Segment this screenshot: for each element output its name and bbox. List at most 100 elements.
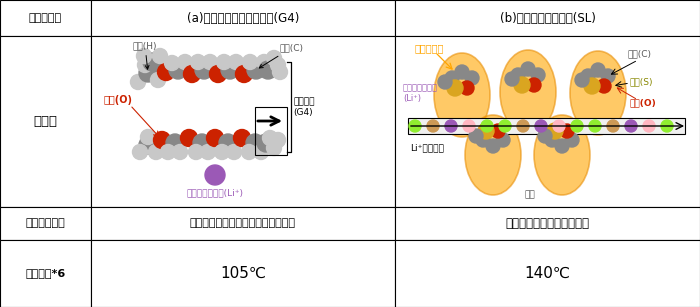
Circle shape [141,130,155,145]
Text: 揮発温度*6: 揮発温度*6 [25,269,66,278]
Circle shape [257,134,275,152]
Circle shape [463,120,475,132]
Circle shape [178,55,193,69]
Circle shape [267,141,281,156]
Circle shape [169,61,187,79]
Circle shape [589,120,601,132]
Circle shape [153,49,167,64]
Circle shape [137,57,153,72]
Text: 炭素(C): 炭素(C) [628,49,652,59]
Circle shape [438,75,452,89]
Circle shape [235,65,253,83]
Circle shape [241,145,256,160]
Circle shape [148,145,164,160]
Text: (b)新規：スルホラン(SL): (b)新規：スルホラン(SL) [500,11,596,25]
Circle shape [139,136,157,154]
Bar [395,207,700,240]
Circle shape [206,130,223,146]
Ellipse shape [570,51,626,135]
Circle shape [130,75,146,90]
Bar [0,0,91,36]
Circle shape [499,120,511,132]
Circle shape [521,62,535,76]
Circle shape [575,73,589,87]
Text: リチウム伝導: リチウム伝導 [26,219,65,228]
Circle shape [209,65,227,83]
Circle shape [560,124,574,138]
Circle shape [565,133,579,147]
Circle shape [486,139,500,153]
Circle shape [527,78,541,92]
Bar [91,0,395,36]
Text: グライム
(G4): グライム (G4) [293,97,314,117]
Circle shape [227,145,242,160]
Circle shape [181,130,197,146]
Circle shape [205,165,225,185]
Text: スルホラン: スルホラン [415,43,444,53]
Circle shape [183,65,200,83]
Circle shape [427,120,439,132]
Ellipse shape [500,50,556,134]
Circle shape [219,134,237,152]
Circle shape [547,123,563,139]
Ellipse shape [434,53,490,137]
Circle shape [256,55,272,69]
Text: 炭素: 炭素 [524,191,536,200]
Circle shape [172,145,188,160]
Text: (a)従来：テトラグライム(G4): (a)従来：テトラグライム(G4) [187,11,299,25]
Circle shape [545,133,559,147]
Circle shape [511,68,525,82]
Circle shape [455,65,469,79]
Circle shape [571,120,583,132]
Circle shape [202,55,218,69]
Text: Li⁺拡散経路: Li⁺拡散経路 [410,143,444,153]
Text: 炭素(C): 炭素(C) [259,43,304,68]
Text: 140℃: 140℃ [524,266,570,281]
Circle shape [234,130,251,146]
Circle shape [221,61,239,79]
Text: リチウムイオン
(Li⁺): リチウムイオン (Li⁺) [403,83,438,103]
Bar [91,36,395,207]
Circle shape [465,71,479,85]
Ellipse shape [534,115,590,195]
Circle shape [150,72,165,87]
Bar [0,207,91,240]
Text: リチウムイオン(Li⁺): リチウムイオン(Li⁺) [186,188,244,197]
Circle shape [625,120,637,132]
Circle shape [190,55,206,69]
Circle shape [200,145,216,160]
Circle shape [476,133,490,147]
Circle shape [597,79,611,93]
Circle shape [188,145,204,160]
Text: 溶媒に従属して拡散するため低伝導: 溶媒に従属して拡散するため低伝導 [190,219,296,228]
Circle shape [517,120,529,132]
Circle shape [505,72,519,86]
Circle shape [601,69,615,83]
Circle shape [195,61,213,79]
Circle shape [153,131,171,149]
Circle shape [661,120,673,132]
Bar [255,107,287,155]
Bar [408,118,685,134]
Bar [395,36,700,207]
Circle shape [270,133,286,147]
Ellipse shape [465,115,521,195]
Circle shape [478,123,494,139]
Bar [91,240,395,307]
Circle shape [262,130,277,146]
Circle shape [139,64,157,82]
Text: 硫黄(S): 硫黄(S) [630,77,654,87]
Circle shape [514,77,530,93]
Circle shape [409,120,421,132]
Circle shape [247,61,265,79]
Circle shape [267,50,281,65]
Circle shape [591,63,605,77]
Bar [395,0,700,36]
Circle shape [496,133,510,147]
Circle shape [193,134,211,152]
Text: 難燃性溶媒: 難燃性溶媒 [29,13,62,23]
Circle shape [272,64,288,80]
Text: 酸素(O): 酸素(O) [630,99,657,107]
Circle shape [447,80,463,96]
Circle shape [216,55,232,69]
